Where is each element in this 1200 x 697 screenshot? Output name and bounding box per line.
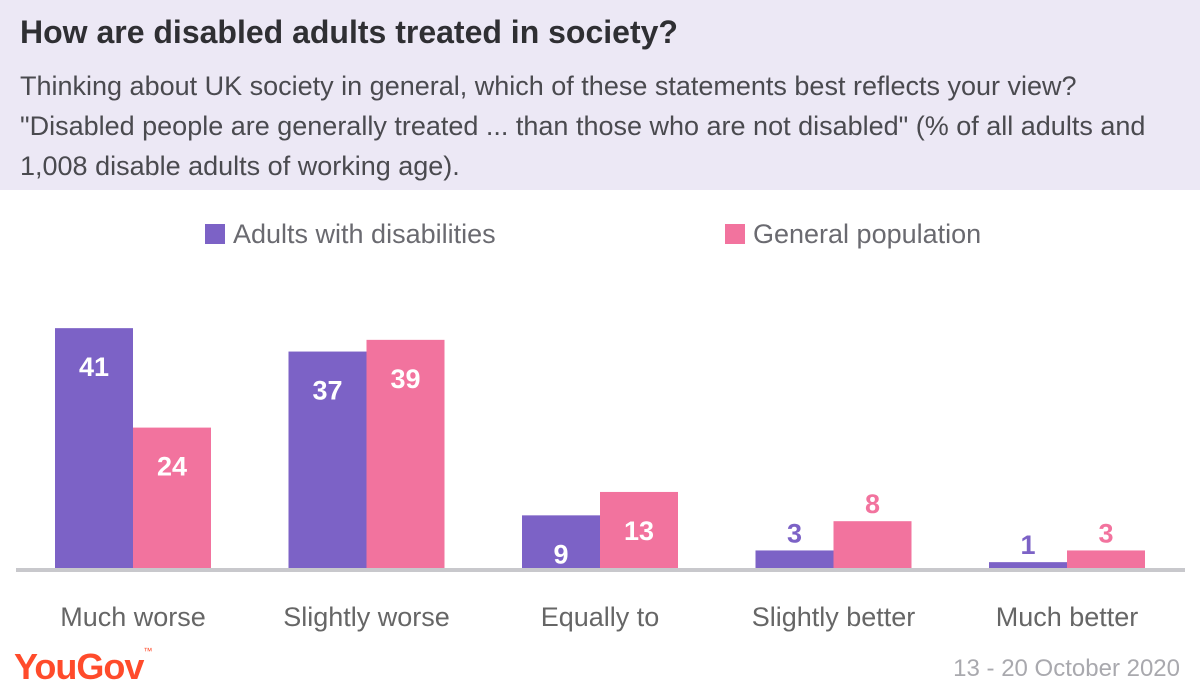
chart-title: How are disabled adults treated in socie… bbox=[20, 14, 678, 50]
data-label-general-slightly-better: 8 bbox=[865, 489, 880, 519]
header-banner: How are disabled adults treated in socie… bbox=[0, 0, 1200, 190]
logo-text: YouGov bbox=[14, 646, 144, 687]
data-label-disabled-equally-to: 9 bbox=[553, 539, 568, 569]
bar-general-equally-to bbox=[600, 491, 678, 568]
bar-general-much-better bbox=[1067, 550, 1145, 568]
category-label-much-better: Much better bbox=[996, 602, 1139, 632]
bar-disabled-much-worse bbox=[55, 328, 133, 568]
data-label-disabled-slightly-better: 3 bbox=[787, 518, 802, 548]
chart-subtitle: Thinking about UK society in general, wh… bbox=[20, 71, 1146, 181]
bar-disabled-equally-to bbox=[522, 515, 600, 568]
data-label-general-equally-to: 13 bbox=[624, 516, 654, 546]
category-label-slightly-better: Slightly better bbox=[752, 602, 916, 632]
bar-disabled-slightly-better bbox=[755, 550, 834, 568]
bar-disabled-much-better bbox=[989, 562, 1067, 568]
data-label-disabled-much-better: 1 bbox=[1020, 530, 1035, 560]
data-label-disabled-much-worse: 41 bbox=[79, 352, 109, 382]
bar-general-slightly-better bbox=[833, 521, 912, 568]
data-label-general-much-worse: 24 bbox=[157, 452, 187, 482]
category-label-equally-to: Equally to bbox=[541, 602, 660, 632]
bar-general-much-worse bbox=[133, 427, 211, 568]
legend-label-general: General population bbox=[753, 218, 982, 249]
data-label-general-slightly-worse: 39 bbox=[390, 364, 420, 394]
legend-swatch-general bbox=[725, 224, 745, 244]
data-label-disabled-slightly-worse: 37 bbox=[312, 376, 342, 406]
category-label-slightly-worse: Slightly worse bbox=[283, 602, 450, 632]
data-label-general-much-better: 3 bbox=[1098, 518, 1113, 548]
legend-swatch-disabled bbox=[205, 224, 225, 244]
category-label-much-worse: Much worse bbox=[60, 602, 206, 632]
bar-general-slightly-worse bbox=[366, 339, 445, 568]
legend-label-disabled: Adults with disabilities bbox=[233, 218, 496, 249]
bar-disabled-slightly-worse bbox=[288, 351, 367, 568]
yougov-logo: YouGov™ bbox=[14, 646, 152, 687]
legend-item-disabled: Adults with disabilities bbox=[205, 218, 496, 250]
fieldwork-date: 13 - 20 October 2020 bbox=[953, 655, 1180, 682]
legend-item-general: General population bbox=[725, 218, 981, 250]
